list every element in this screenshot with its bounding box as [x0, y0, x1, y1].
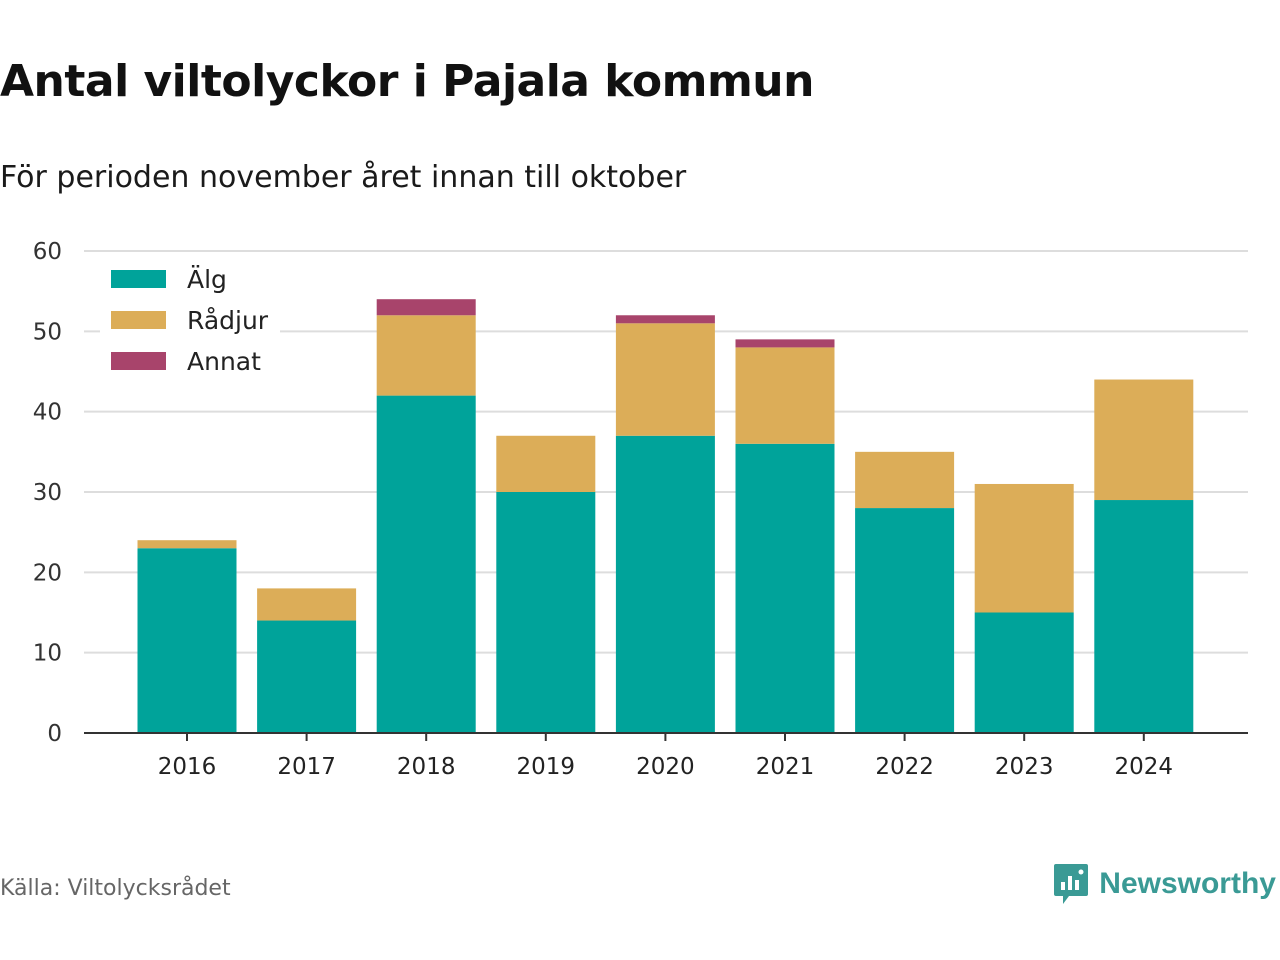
bar-segment-alg — [855, 508, 955, 733]
bar-segment-radjur — [137, 540, 237, 549]
x-axis-ticks: 2016 2017 2018 2019 2020 2021 2022 2023 2024 — [158, 733, 1173, 780]
legend-label: Annat — [187, 347, 261, 376]
bar-segment-radjur — [615, 323, 715, 436]
bar-segment-alg — [257, 620, 357, 733]
chart-subtitle: För perioden november året innan till ok… — [0, 160, 687, 195]
bar-segment-radjur — [855, 451, 955, 509]
y-axis-ticks: 0 10 20 30 40 50 60 — [33, 239, 62, 747]
bar-segment-annat — [735, 339, 835, 348]
x-tick-label: 2024 — [1115, 754, 1174, 780]
y-tick-label: 0 — [47, 721, 62, 747]
x-tick-label: 2023 — [995, 754, 1054, 780]
bar-segment-radjur — [496, 435, 596, 492]
legend-swatch — [111, 352, 166, 370]
x-tick-label: 2016 — [158, 754, 217, 780]
bar-segment-alg — [376, 395, 476, 733]
legend: Älg Rådjur Annat — [100, 252, 280, 384]
y-tick-label: 10 — [33, 641, 62, 667]
x-tick-label: 2020 — [636, 754, 695, 780]
bar-segment-alg — [1094, 500, 1194, 733]
bar-segment-alg — [496, 492, 596, 733]
legend-label: Rådjur — [187, 306, 269, 335]
brand-logo: Newsworthy — [1053, 862, 1276, 906]
y-tick-label: 20 — [33, 560, 62, 586]
bar-segment-radjur — [257, 588, 357, 621]
x-tick-label: 2018 — [397, 754, 456, 780]
y-tick-label: 50 — [33, 319, 62, 345]
x-tick-label: 2021 — [756, 754, 815, 780]
bars — [137, 299, 1194, 733]
legend-label: Älg — [187, 265, 227, 294]
bar-segment-radjur — [974, 483, 1074, 613]
brand-name: Newsworthy — [1099, 867, 1276, 900]
bar-segment-alg — [615, 435, 715, 733]
source-note: Källa: Viltolycksrådet — [0, 876, 231, 901]
y-tick-label: 60 — [33, 239, 62, 265]
bar-segment-radjur — [1094, 379, 1194, 501]
chart-title: Antal viltolyckor i Pajala kommun — [0, 56, 814, 107]
newsworthy-logo-icon — [1054, 864, 1089, 904]
x-tick-label: 2022 — [875, 754, 934, 780]
bar-segment-annat — [376, 299, 476, 316]
y-tick-label: 40 — [33, 400, 62, 426]
x-tick-label: 2019 — [517, 754, 576, 780]
y-tick-label: 30 — [33, 480, 62, 506]
x-tick-label: 2017 — [277, 754, 336, 780]
bar-segment-alg — [137, 548, 237, 733]
legend-swatch — [111, 311, 166, 329]
bar-segment-radjur — [376, 315, 476, 396]
bar-segment-alg — [974, 612, 1074, 733]
bar-segment-alg — [735, 443, 835, 733]
legend-swatch — [111, 270, 166, 288]
bar-segment-radjur — [735, 347, 835, 444]
bar-segment-annat — [615, 315, 715, 324]
